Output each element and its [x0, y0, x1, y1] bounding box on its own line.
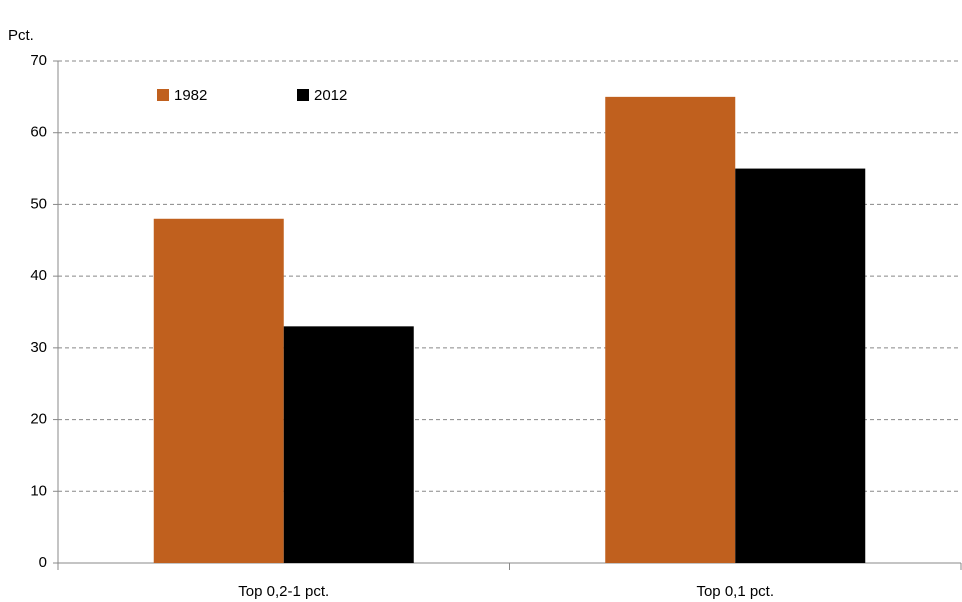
y-tick-label: 10: [30, 482, 47, 499]
legend-swatch: [157, 89, 169, 101]
bar: [735, 168, 866, 564]
x-tick-label: Top 0,2-1 pct.: [238, 583, 329, 600]
y-tick-label: 70: [30, 52, 47, 69]
legend-label: 1982: [174, 87, 207, 104]
legend-swatch: [297, 89, 309, 101]
y-tick-label: 30: [30, 339, 47, 356]
bar: [283, 326, 414, 563]
y-tick-label: 0: [39, 554, 47, 571]
y-tick-label: 60: [30, 124, 47, 141]
legend-label: 2012: [314, 87, 347, 104]
y-tick-label: 20: [30, 411, 47, 428]
y-tick-label: 40: [30, 267, 47, 284]
x-tick-label: Top 0,1 pct.: [696, 583, 774, 600]
y-axis-label: Pct.: [8, 27, 34, 44]
y-tick-label: 50: [30, 195, 47, 212]
legend-box: [75, 62, 430, 122]
bar: [605, 96, 736, 563]
bar: [153, 218, 284, 563]
